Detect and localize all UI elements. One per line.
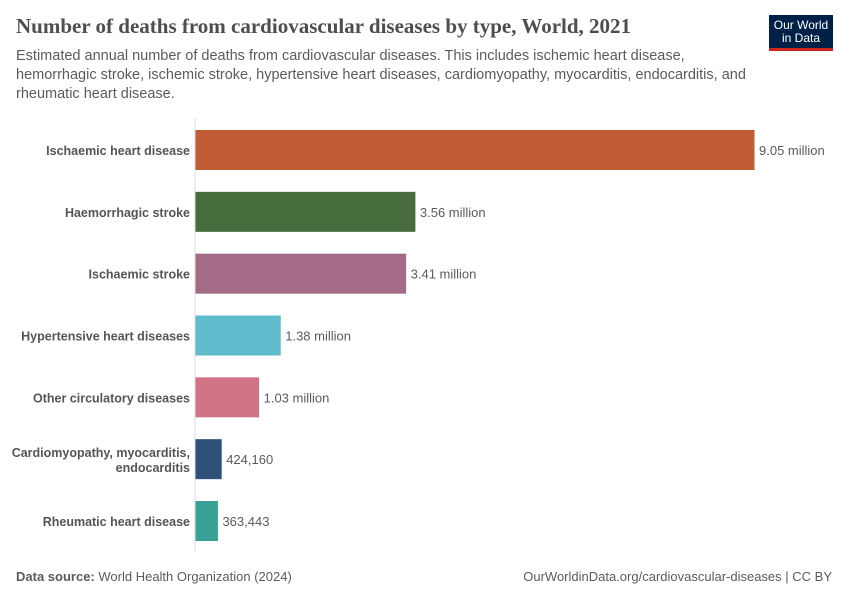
footer-url[interactable]: OurWorldinData.org/cardiovascular-diseas…	[523, 569, 832, 584]
bar[interactable]	[195, 377, 260, 418]
owid-logo[interactable]: Our World in Data	[769, 15, 833, 51]
value-label: 3.41 million	[411, 267, 477, 282]
category-label: Hypertensive heart diseases	[21, 330, 190, 344]
chart-header: Number of deaths from cardiovascular dis…	[16, 14, 756, 104]
bar[interactable]	[195, 439, 222, 480]
value-label: 424,160	[226, 452, 273, 467]
category-label: Ischaemic heart disease	[46, 144, 190, 158]
bar[interactable]	[195, 315, 281, 356]
value-label: 1.03 million	[264, 390, 330, 405]
data-source: Data source: World Health Organization (…	[16, 569, 292, 584]
chart-title: Number of deaths from cardiovascular dis…	[16, 14, 632, 38]
bar-chart: 9.05 million Ischaemic heart disease 3.56 …	[12, 118, 825, 552]
source-text[interactable]: World Health Organization (2024)	[98, 569, 292, 584]
category-label: Rheumatic heart disease	[43, 515, 190, 529]
value-label: 363,443	[222, 514, 269, 529]
source-label: Data source:	[16, 569, 95, 584]
bar[interactable]	[195, 191, 416, 232]
bar[interactable]	[195, 253, 407, 294]
category-label: Other circulatory diseases	[33, 391, 190, 405]
chart-subtitle: Estimated annual number of deaths from c…	[16, 48, 746, 102]
value-label: 1.38 million	[285, 329, 351, 344]
value-label: 9.05 million	[759, 143, 825, 158]
bar[interactable]	[195, 130, 755, 170]
category-label: Ischaemic stroke	[89, 268, 190, 282]
category-label: Cardiomyopathy, myocarditis, endocarditis	[12, 446, 190, 475]
bar[interactable]	[195, 501, 218, 541]
category-label: Haemorrhagic stroke	[65, 206, 190, 220]
value-label: 3.56 million	[420, 205, 486, 220]
